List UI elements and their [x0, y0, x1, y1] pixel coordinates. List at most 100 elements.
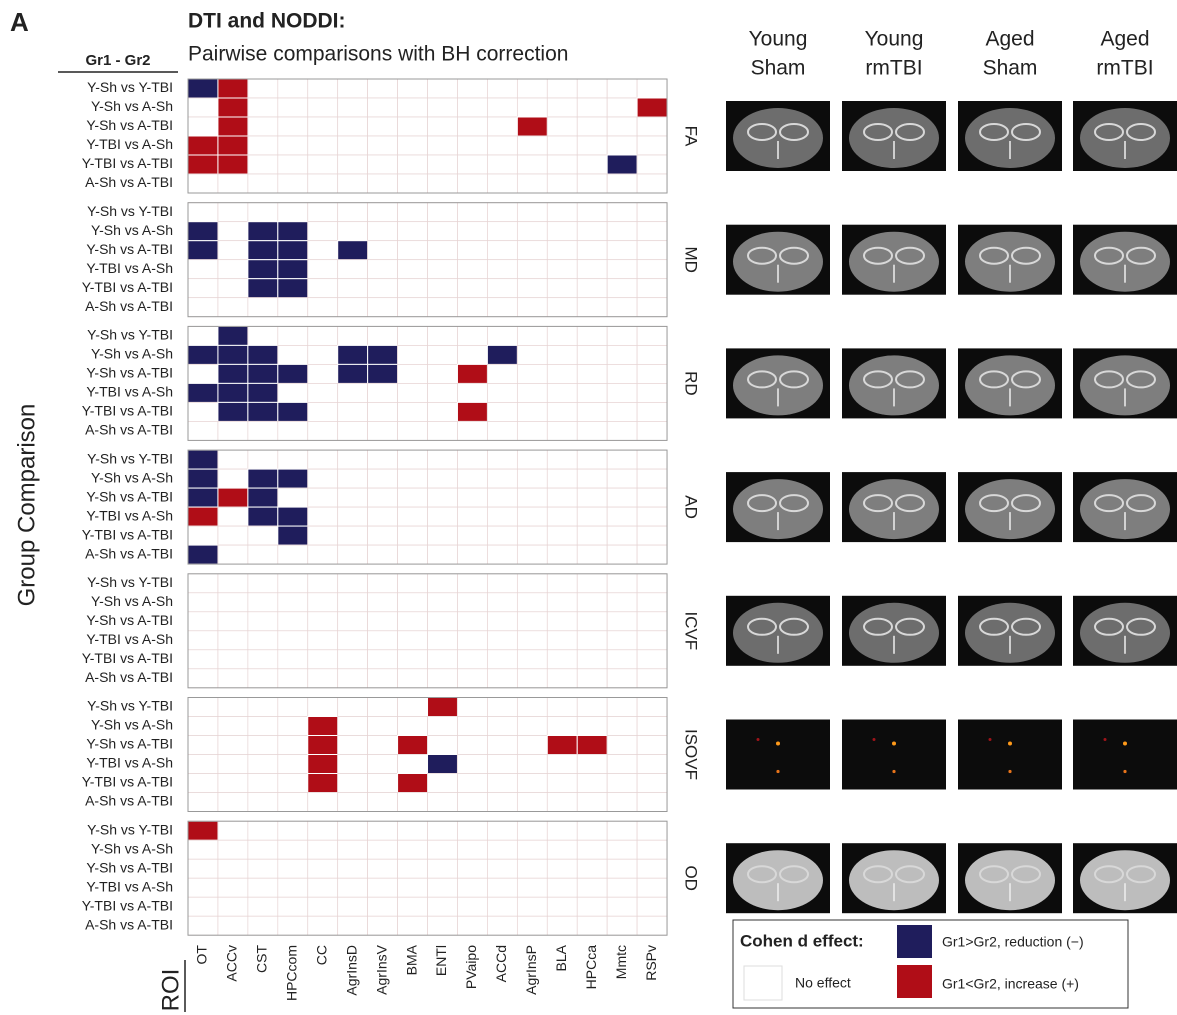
cell — [397, 820, 428, 841]
cell — [427, 221, 458, 242]
cell — [277, 630, 309, 651]
cell — [457, 345, 488, 365]
cell — [427, 154, 458, 175]
cell — [457, 421, 488, 441]
brain-image — [726, 719, 830, 790]
cell — [397, 630, 428, 651]
cell — [427, 877, 458, 898]
column-label: HPCcom — [283, 945, 299, 1001]
cell — [367, 697, 398, 717]
brain-image-spot — [892, 741, 896, 746]
cell — [247, 915, 279, 936]
cell — [516, 326, 548, 346]
cell — [516, 877, 548, 898]
cell — [487, 754, 518, 774]
cell — [636, 630, 668, 651]
y-axis-label: Group Comparison — [13, 404, 40, 607]
cell — [277, 363, 309, 384]
cell — [427, 364, 458, 384]
cell — [636, 649, 668, 670]
cell — [516, 506, 548, 527]
cell — [636, 896, 668, 917]
cell — [337, 668, 368, 689]
cell — [457, 326, 488, 346]
cell — [277, 915, 309, 936]
cell — [636, 716, 668, 736]
cell — [576, 611, 608, 632]
cell — [606, 449, 638, 470]
image-header: Sham — [751, 57, 806, 80]
brain-image-shape — [863, 123, 893, 141]
panel-border — [187, 820, 668, 936]
brain-image-shape — [979, 617, 1009, 636]
legend-swatch — [897, 925, 932, 958]
cell — [247, 326, 279, 346]
cell — [427, 592, 458, 613]
cell — [367, 735, 398, 755]
cell — [516, 915, 548, 936]
cell — [516, 544, 548, 565]
cell — [427, 78, 458, 99]
cell — [307, 278, 339, 299]
row-label: Y-Sh vs A-TBI — [86, 117, 173, 133]
cell — [367, 820, 398, 841]
cell — [457, 544, 488, 565]
cell — [487, 202, 518, 223]
cell — [217, 573, 249, 594]
cell — [397, 668, 428, 689]
cell — [576, 364, 608, 384]
cell — [307, 773, 339, 793]
cell — [516, 202, 548, 223]
cell — [516, 97, 548, 118]
cell — [576, 839, 608, 860]
cell — [546, 506, 578, 527]
cell — [337, 240, 369, 261]
image-header: Sham — [983, 57, 1038, 80]
row-label: Y-TBI vs A-Sh — [86, 136, 173, 152]
cell — [367, 792, 398, 812]
cell — [397, 649, 428, 670]
brain-image-shape — [965, 108, 1055, 168]
cell — [187, 573, 219, 594]
cell — [457, 487, 488, 508]
cell — [217, 344, 249, 365]
cell — [457, 278, 488, 299]
column-label: ACCd — [493, 945, 509, 982]
cell — [636, 135, 668, 156]
cell — [427, 297, 458, 318]
cell — [576, 97, 608, 118]
brain-image-shape — [1080, 108, 1170, 168]
cell — [606, 716, 638, 736]
cell — [606, 839, 638, 860]
cell — [636, 525, 668, 546]
cell — [307, 487, 339, 508]
cell — [247, 525, 279, 546]
cell — [337, 839, 368, 860]
cell — [516, 716, 548, 736]
cell — [217, 592, 249, 613]
brain-image — [1073, 719, 1177, 790]
panel-border — [187, 78, 668, 194]
cell — [367, 573, 398, 594]
cell — [456, 363, 488, 384]
cell — [457, 839, 488, 860]
column-label: PVaipo — [463, 945, 479, 989]
cell — [187, 735, 219, 755]
cell — [217, 839, 249, 860]
cell — [606, 259, 638, 280]
cell — [487, 839, 518, 860]
cell — [576, 754, 608, 774]
cell — [487, 668, 518, 689]
cell — [487, 221, 518, 242]
cell — [367, 344, 399, 365]
cell — [187, 858, 219, 879]
legend-box — [732, 919, 1129, 1009]
cell — [247, 735, 279, 755]
cell — [487, 421, 518, 441]
cell — [397, 754, 428, 774]
cell — [546, 449, 578, 470]
legend-label: Gr1>Gr2, reduction (−) — [942, 934, 1084, 950]
cell — [187, 278, 219, 299]
cell — [606, 154, 638, 175]
